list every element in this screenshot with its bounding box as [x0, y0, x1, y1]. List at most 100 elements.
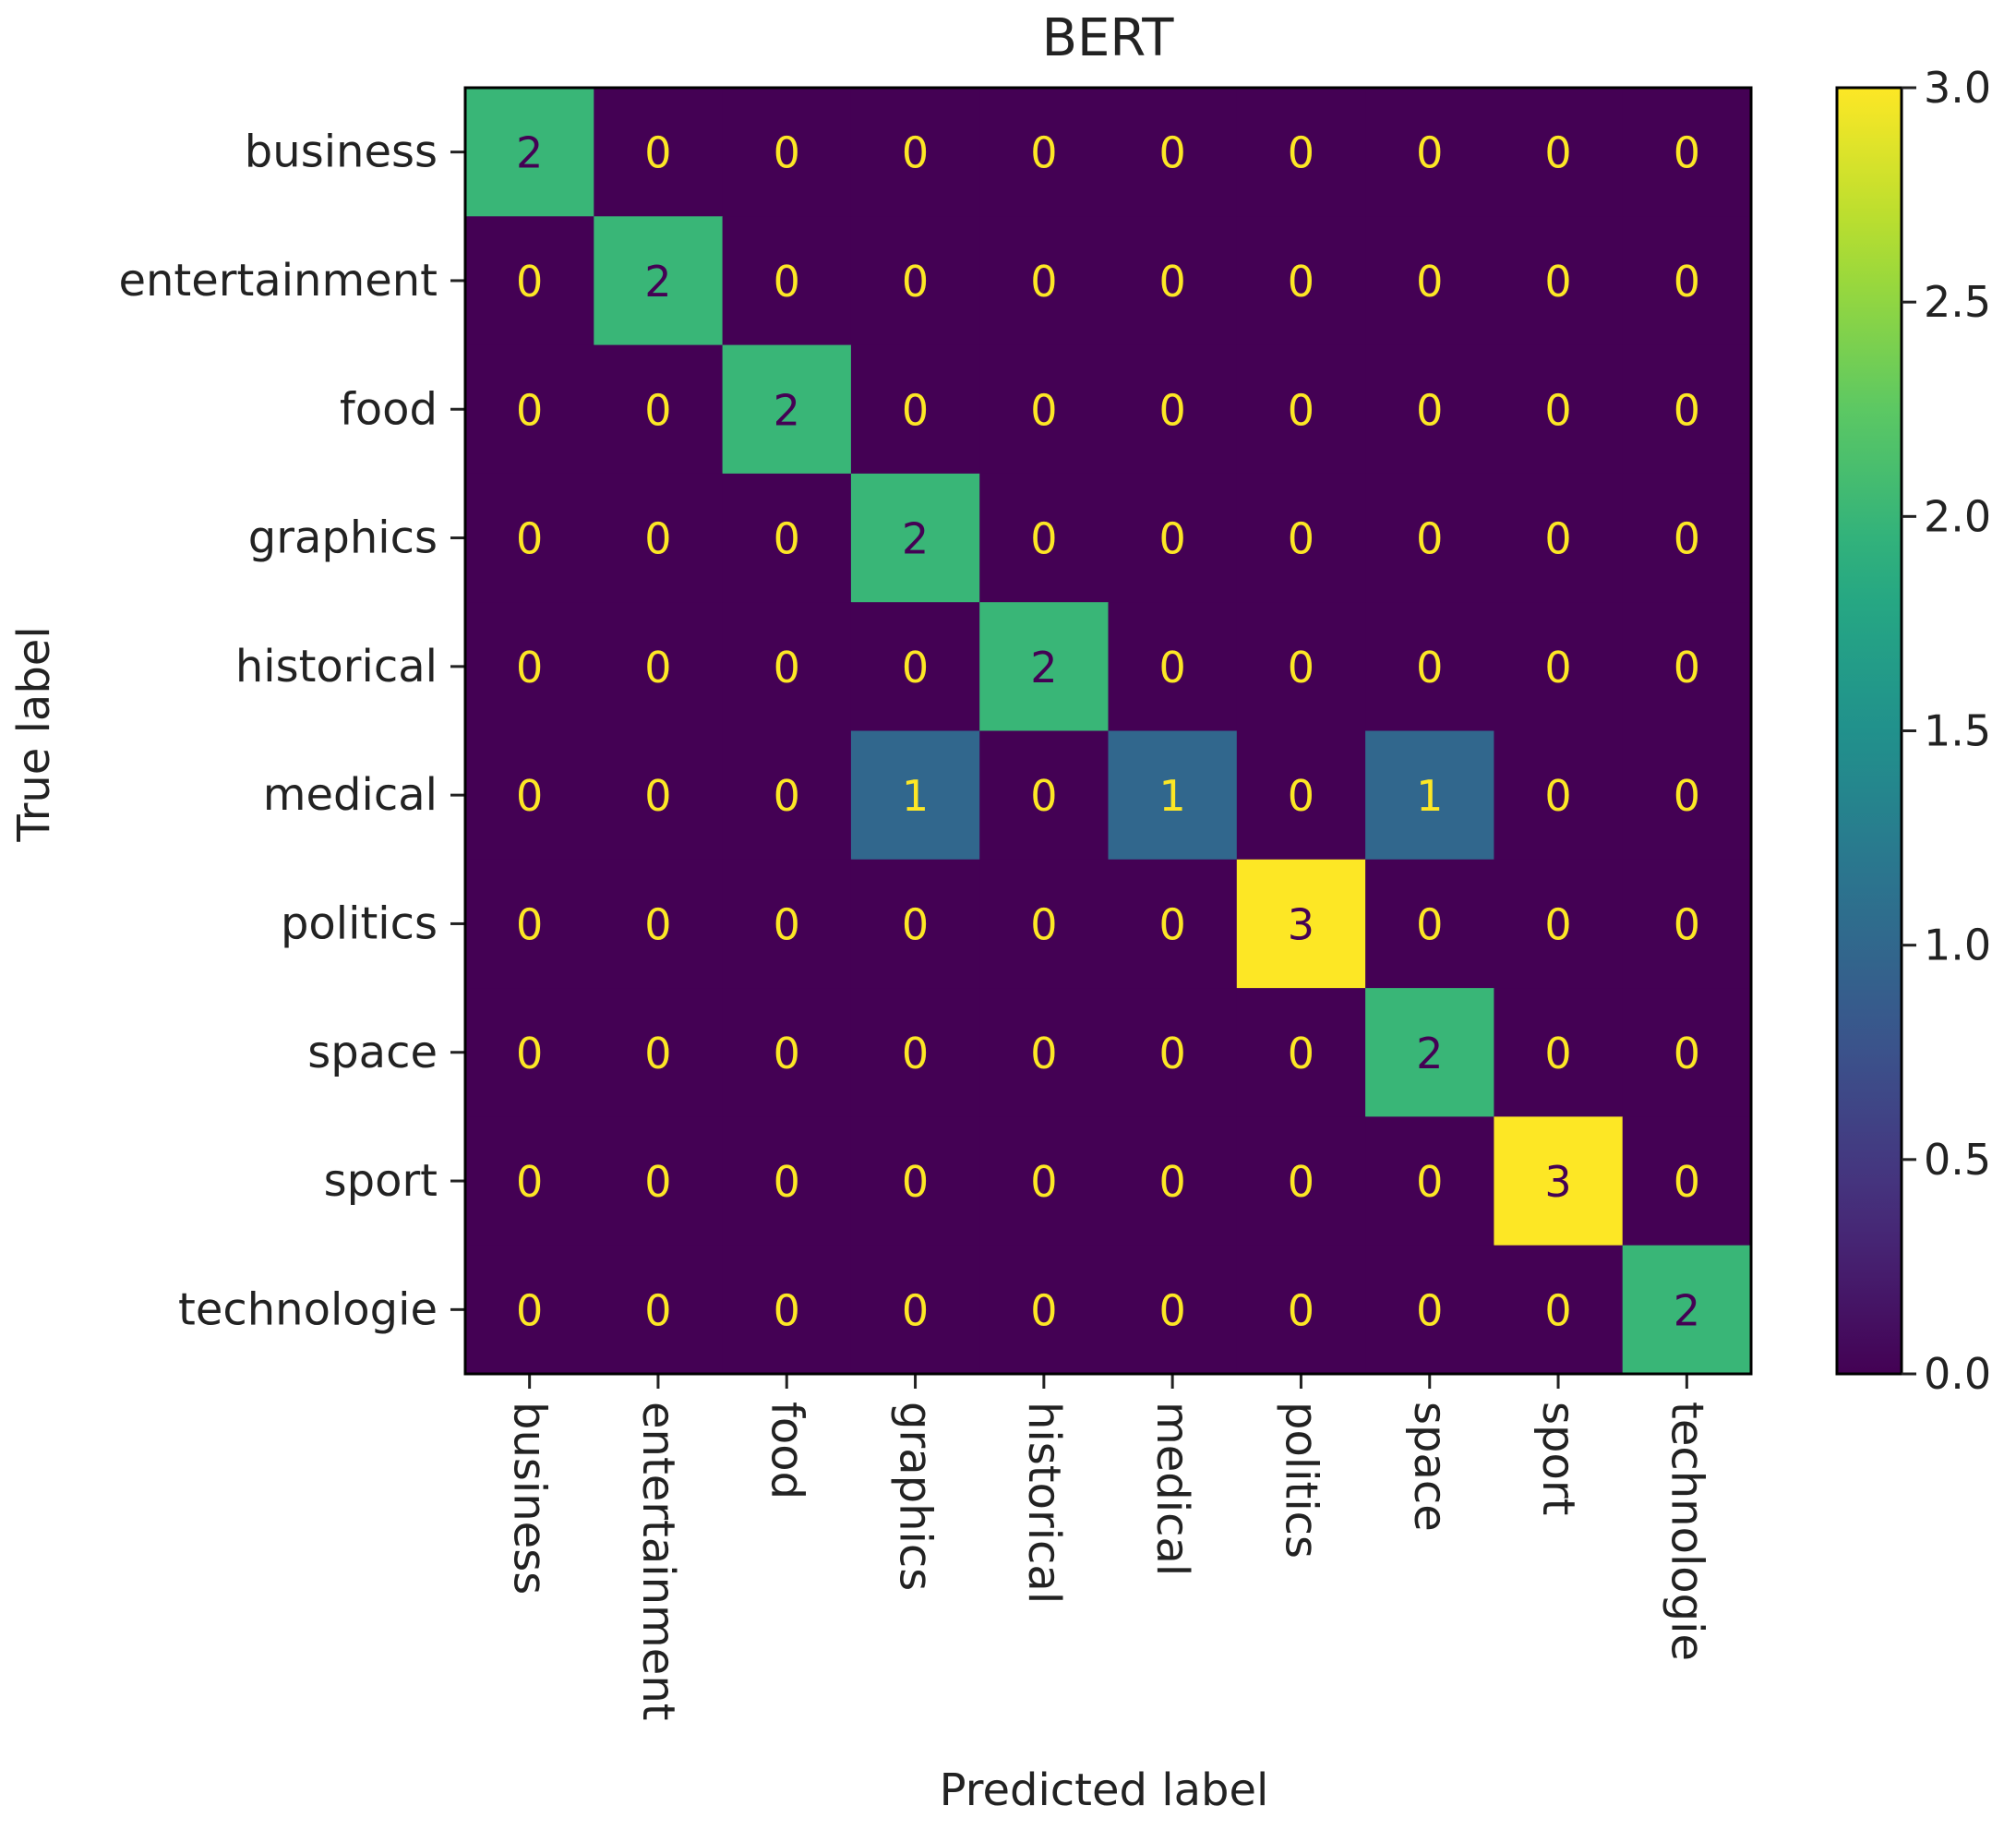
heatmap-frame — [463, 86, 1753, 1376]
cell-value-label: 0 — [774, 1157, 800, 1207]
heatmap-cell — [465, 344, 594, 475]
x-tick-label: medical — [1146, 1402, 1198, 1576]
heatmap-cell — [1494, 1245, 1624, 1375]
heatmap-cell — [722, 859, 852, 989]
y-tick-label: graphics — [248, 512, 438, 564]
cell-value-label: 0 — [902, 643, 929, 692]
heatmap-cell — [979, 88, 1109, 217]
heatmap-cell — [1236, 344, 1366, 475]
colorbar-tick-label: 2.5 — [1924, 277, 1991, 327]
cell-value-label: 3 — [1288, 899, 1314, 949]
x-tick-label: technologie — [1661, 1402, 1712, 1661]
y-tick-label: sport — [324, 1155, 438, 1207]
cell-value-label: 0 — [1544, 1285, 1571, 1335]
heatmap-cell — [979, 473, 1109, 603]
cell-value-label: 0 — [774, 514, 800, 564]
cell-value-label: 0 — [1288, 514, 1314, 564]
heatmap-cell — [850, 988, 980, 1117]
chart-title: BERT — [1042, 8, 1175, 68]
cell-value-label: 0 — [1416, 385, 1443, 435]
cell-value-label: 0 — [516, 771, 543, 821]
cell-value-label: 0 — [1674, 899, 1700, 949]
heatmap-cell — [1236, 473, 1366, 603]
colorbar-tick-label: 1.0 — [1924, 921, 1991, 970]
heatmap-cell — [1494, 602, 1624, 731]
cell-value-label: 0 — [774, 643, 800, 692]
heatmap-cell — [594, 1245, 724, 1375]
heatmap-cell — [594, 859, 724, 989]
x-tick-label: sport — [1532, 1402, 1584, 1515]
heatmap-cell — [1494, 88, 1624, 217]
cell-value-label: 0 — [1288, 643, 1314, 692]
cell-value-label: 0 — [774, 771, 800, 821]
cell-value-label: 0 — [1030, 385, 1057, 435]
cell-value-label: 0 — [1030, 514, 1057, 564]
heatmap-cell — [1365, 1245, 1494, 1375]
colorbar-tick-label: 1.5 — [1924, 706, 1991, 756]
y-tick-label: space — [307, 1027, 438, 1078]
colorbar-tick-label: 3.0 — [1924, 63, 1991, 113]
y-tick-label: technologie — [178, 1283, 438, 1335]
cell-value-label: 0 — [1416, 899, 1443, 949]
cell-value-label: 0 — [1674, 1157, 1700, 1207]
heatmap-cell — [1365, 730, 1494, 861]
cell-value-label: 2 — [902, 514, 929, 564]
heatmap-cell — [850, 602, 980, 731]
heatmap-cell — [979, 344, 1109, 475]
colorbar-tick-label: 2.0 — [1924, 491, 1991, 541]
cell-value-label: 2 — [644, 257, 671, 307]
cell-value-label: 0 — [516, 643, 543, 692]
cell-value-label: 0 — [516, 1029, 543, 1078]
heatmap-cell — [1108, 216, 1238, 346]
heatmap-cell — [1108, 1116, 1238, 1246]
cell-value-label: 0 — [1159, 1029, 1186, 1078]
heatmap-cell — [1108, 473, 1238, 603]
heatmap-cell — [465, 988, 594, 1117]
cell-value-label: 0 — [1544, 1029, 1571, 1078]
heatmap-cell — [979, 602, 1109, 731]
y-tick-label: entertainment — [118, 255, 438, 307]
cell-value-label: 0 — [902, 1157, 929, 1207]
cell-value-label: 0 — [644, 1157, 671, 1207]
heatmap-cell — [850, 473, 980, 603]
cell-value-label: 0 — [774, 1029, 800, 1078]
x-tick-label: space — [1404, 1402, 1456, 1532]
colorbar-tick-label: 0.0 — [1924, 1349, 1991, 1399]
heatmap-cell — [1494, 216, 1624, 346]
heatmap-cell — [1365, 216, 1494, 346]
heatmap-cell — [1494, 859, 1624, 989]
heatmap-cell — [850, 88, 980, 217]
y-axis-label: True label — [8, 626, 60, 842]
heatmap-cell — [1622, 88, 1752, 217]
cell-value-label: 2 — [516, 128, 543, 178]
heatmap-cell — [1236, 88, 1366, 217]
cell-value-label: 0 — [516, 1157, 543, 1207]
cell-value-label: 2 — [1674, 1285, 1700, 1335]
cell-value-label: 0 — [644, 899, 671, 949]
heatmap-cell — [1622, 602, 1752, 731]
cell-value-label: 0 — [1030, 128, 1057, 178]
cell-value-label: 0 — [774, 128, 800, 178]
x-tick-label: graphics — [890, 1402, 942, 1591]
cell-value-label: 0 — [1030, 899, 1057, 949]
heatmap-cell — [1622, 859, 1752, 989]
cell-value-label: 0 — [1544, 899, 1571, 949]
heatmap-cell — [722, 473, 852, 603]
cell-value-label: 0 — [1159, 257, 1186, 307]
heatmap-cell — [1236, 602, 1366, 731]
cell-value-label: 0 — [1288, 771, 1314, 821]
cell-value-label: 0 — [644, 771, 671, 821]
cell-value-label: 0 — [1030, 1157, 1057, 1207]
heatmap-cell — [1622, 1116, 1752, 1246]
cell-value-label: 0 — [902, 1285, 929, 1335]
x-tick-label: food — [761, 1402, 812, 1499]
heatmap-cell — [1494, 1116, 1624, 1246]
heatmap-cell — [722, 602, 852, 731]
heatmap-cell — [1365, 88, 1494, 217]
heatmap-cell — [465, 859, 594, 989]
heatmap-cell — [850, 1245, 980, 1375]
heatmap-cell — [594, 1116, 724, 1246]
heatmap-cell — [722, 1245, 852, 1375]
